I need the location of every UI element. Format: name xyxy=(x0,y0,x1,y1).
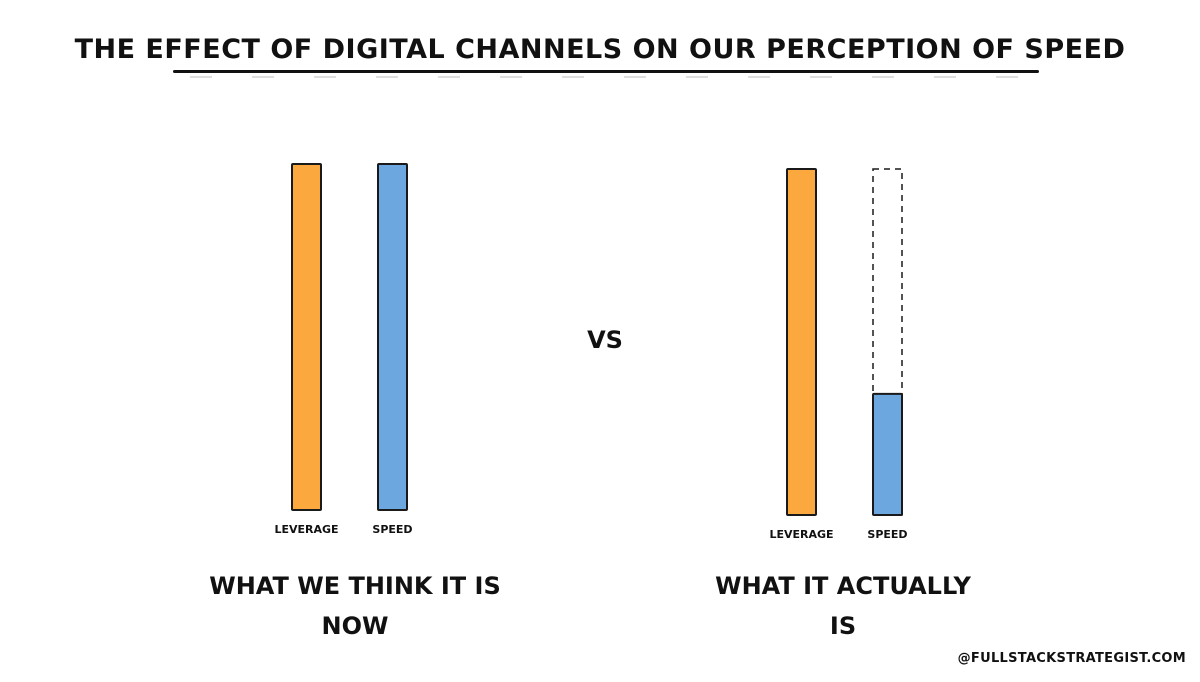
title-underline xyxy=(173,70,1039,73)
tick-label-speed: SPEED xyxy=(372,523,412,536)
bar-leverage xyxy=(786,168,817,516)
caption-right-line-2: IS xyxy=(829,612,857,640)
caption-left: WHAT WE THINK IT IS NOW xyxy=(165,566,545,646)
tick-label-leverage: LEVERAGE xyxy=(769,528,833,541)
caption-right-line-1: WHAT IT ACTUALLY xyxy=(715,572,971,600)
credit-text: @FULLSTACKSTRATEGIST.COM xyxy=(957,651,1186,666)
tick-label-speed: SPEED xyxy=(867,528,907,541)
chart-left: LEVERAGE SPEED xyxy=(274,163,413,536)
vs-label: VS xyxy=(587,326,623,354)
caption-left-line-2: NOW xyxy=(321,612,389,640)
title-underline-shadow xyxy=(190,76,1030,78)
page-title: THE EFFECT OF DIGITAL CHANNELS ON OUR PE… xyxy=(74,34,1126,65)
bar-leverage xyxy=(291,163,322,511)
tick-label-leverage: LEVERAGE xyxy=(274,523,338,536)
chart-right: LEVERAGE SPEED xyxy=(769,168,908,541)
bar-speed xyxy=(377,163,408,511)
caption-left-line-1: WHAT WE THINK IT IS xyxy=(209,572,501,600)
caption-right: WHAT IT ACTUALLY IS xyxy=(653,566,1033,646)
bar-speed xyxy=(872,392,903,516)
